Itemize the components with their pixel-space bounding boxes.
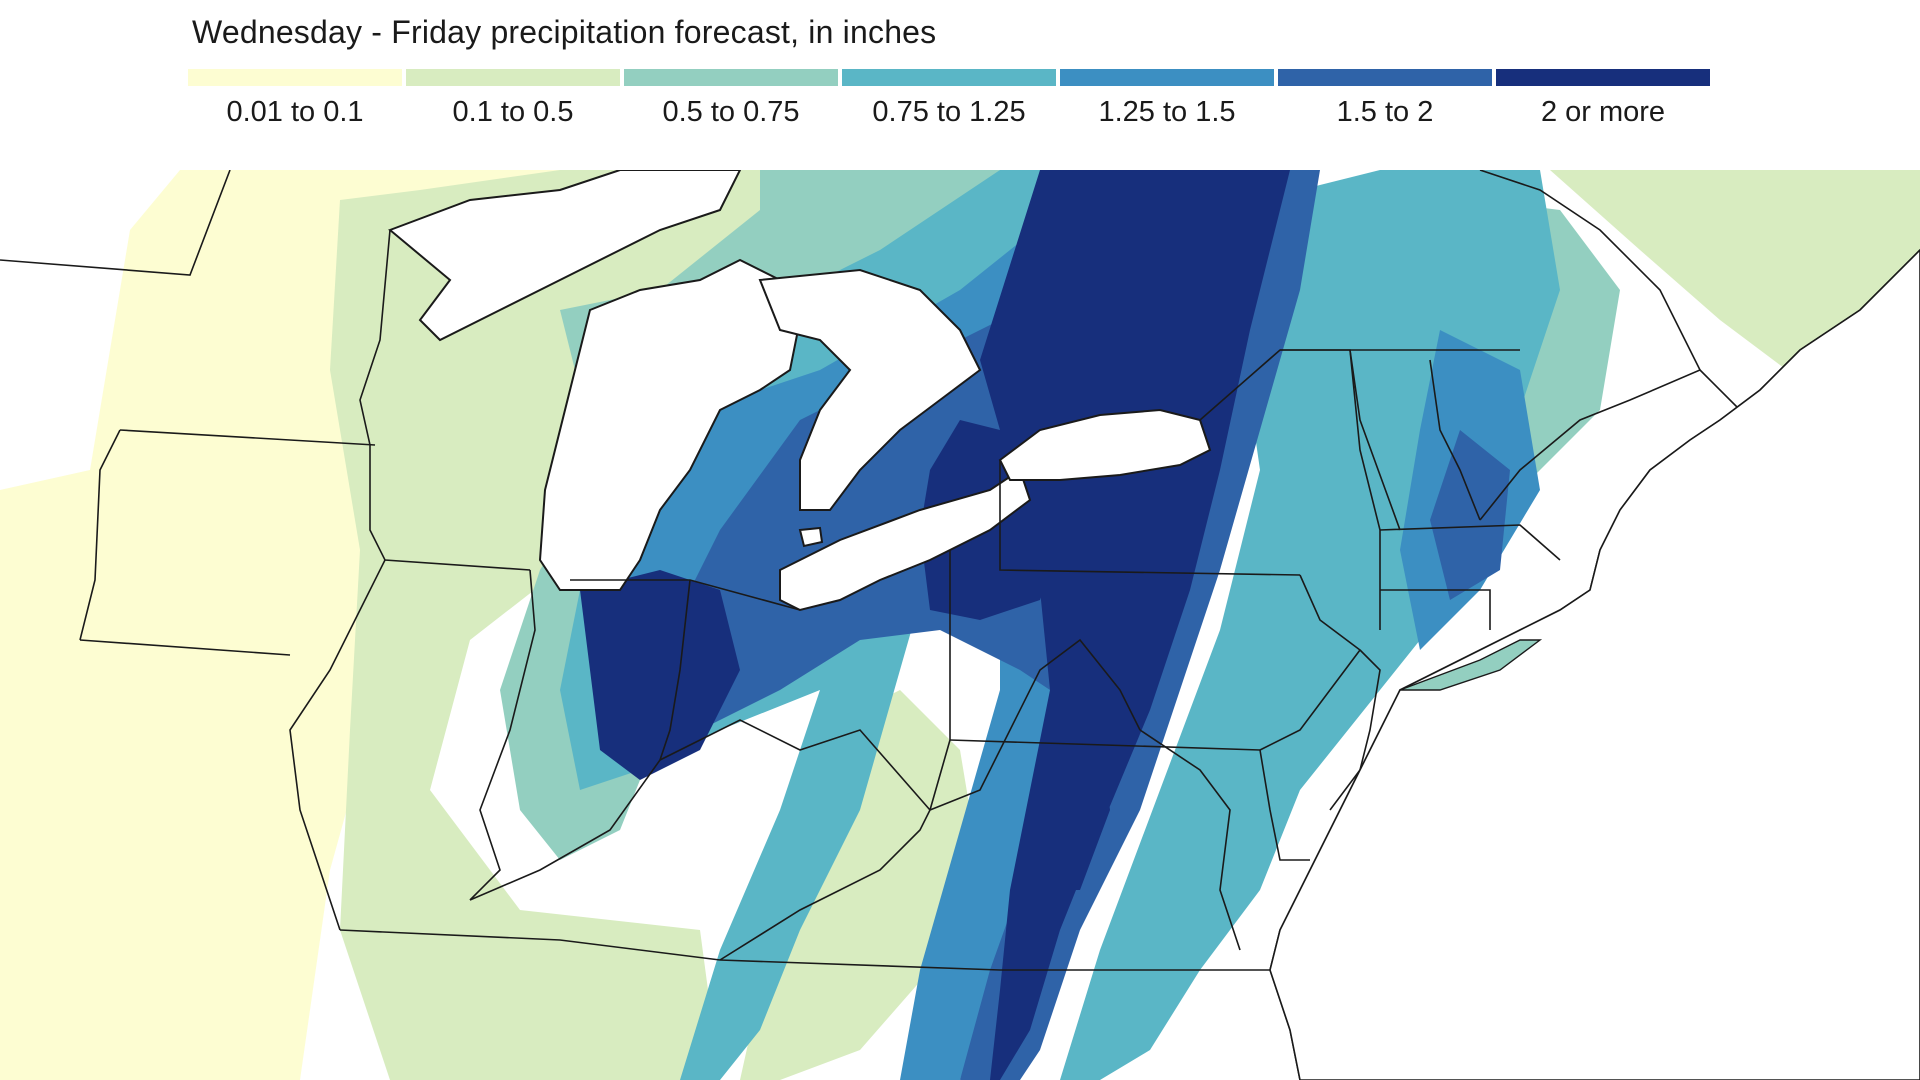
legend-swatch-0 (188, 69, 402, 86)
border-west-virginia (929, 638, 1141, 811)
legend-swatch-4 (1060, 69, 1274, 86)
map-title: Wednesday - Friday precipitation forecas… (192, 14, 937, 50)
legend-item-3: 0.75 to 1.25 (842, 69, 1056, 129)
border-indiana-south (469, 759, 661, 901)
border-vermont (1349, 349, 1401, 531)
legend-swatch-5 (1278, 69, 1492, 86)
legend-label-3: 0.75 to 1.25 (872, 96, 1026, 128)
legend-label-0: 0.01 to 0.1 (226, 96, 364, 128)
border-minnesota (0, 170, 231, 276)
lake-michigan (538, 258, 802, 591)
legend-item-4: 1.25 to 1.5 (1060, 69, 1274, 129)
legend-item-6: 2 or more (1496, 69, 1710, 129)
lake-huron (758, 268, 982, 511)
legend-swatch-6 (1496, 69, 1710, 86)
legend-item-5: 1.5 to 2 (1278, 69, 1492, 129)
lake-st-clair (798, 526, 824, 548)
border-ohio-north (570, 579, 801, 611)
precipitation-map (0, 170, 1920, 1080)
border-kentucky-south (339, 929, 721, 961)
border-connecticut (1380, 589, 1491, 630)
border-pennsylvania-north (999, 460, 1301, 576)
legend-swatch-2 (624, 69, 838, 86)
border-pennsylvania-east (1259, 574, 1362, 751)
border-iowa-south (79, 639, 291, 656)
border-indiana-east (659, 579, 691, 761)
coastline (1269, 248, 1920, 1080)
border-illinois-west (289, 559, 386, 931)
border-iowa-west (79, 429, 121, 641)
border-new-jersey (1329, 649, 1381, 811)
border-kentucky-east (719, 809, 931, 961)
lake-superior (388, 170, 742, 342)
legend-item-0: 0.01 to 0.1 (188, 69, 402, 129)
border-pennsylvania-south (949, 739, 1261, 751)
east-ocean (1269, 248, 1920, 1080)
legend-label-4: 1.25 to 1.5 (1098, 96, 1236, 128)
legend-item-1: 0.1 to 0.5 (406, 69, 620, 129)
band-2-or-more (580, 170, 1290, 1080)
map-svg (0, 170, 1920, 1080)
legend-label-6: 2 or more (1540, 96, 1666, 128)
border-new-hampshire (1429, 359, 1481, 521)
border-illinois-east (469, 569, 536, 901)
border-virginia-north (1139, 729, 1241, 951)
legend-label-5: 1.5 to 2 (1336, 96, 1434, 128)
band-0-1-to-0-5-appalachia (740, 690, 980, 1080)
precipitation-legend: 0.01 to 0.1 0.1 to 0.5 0.5 to 0.75 0.75 … (188, 69, 1710, 129)
border-iowa-north (119, 429, 376, 446)
legend-item-2: 0.5 to 0.75 (624, 69, 838, 129)
border-virginia-south (719, 959, 1270, 971)
legend-swatch-1 (406, 69, 620, 86)
border-delaware-maryland (1259, 749, 1310, 861)
great-lakes (388, 170, 1212, 612)
border-new-york-east (1199, 349, 1381, 630)
border-ohio-south (659, 719, 931, 811)
border-massachusetts (1379, 524, 1561, 561)
long-island (1399, 639, 1543, 691)
legend-label-1: 0.1 to 0.5 (452, 96, 574, 128)
lake-ontario (998, 408, 1212, 481)
legend-swatch-3 (842, 69, 1056, 86)
legend-label-2: 0.5 to 0.75 (662, 96, 800, 128)
